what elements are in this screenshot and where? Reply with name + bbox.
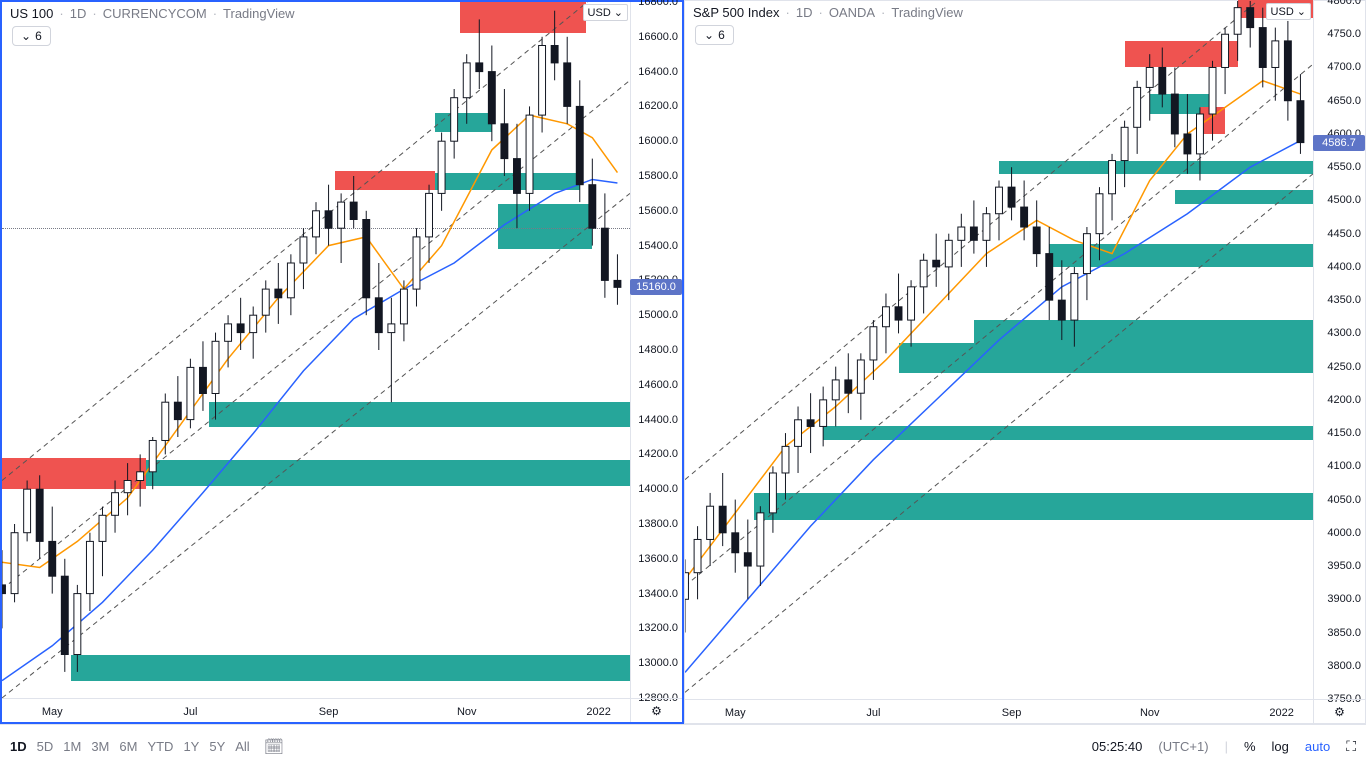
platform-label: TradingView — [891, 5, 963, 20]
timeframe-all[interactable]: All — [235, 739, 249, 754]
chevron-down-icon: ⌄ — [1297, 5, 1306, 18]
chart-title-left: US 100 · 1D · CURRENCYCOM · TradingView — [4, 4, 301, 23]
y-tick: 3800.0 — [1327, 660, 1361, 672]
auto-scale-toggle[interactable]: auto — [1305, 739, 1330, 754]
x-tick: 2022 — [586, 706, 610, 718]
timeframe-6m[interactable]: 6M — [119, 739, 137, 754]
chart-title-right: S&P 500 Index · 1D · OANDA · TradingView — [687, 3, 969, 22]
y-axis-right[interactable]: 3750.03800.03850.03900.03950.04000.04050… — [1313, 1, 1365, 699]
percent-toggle[interactable]: % — [1244, 739, 1256, 754]
timeframe-ytd[interactable]: YTD — [147, 739, 173, 754]
broker-label: OANDA — [829, 5, 875, 20]
gear-icon: ⚙ — [651, 704, 662, 718]
y-tick: 16600.0 — [638, 31, 678, 43]
last-price-tag: 15160.0 — [630, 279, 682, 295]
y-tick: 14400.0 — [638, 414, 678, 426]
y-tick: 16200.0 — [638, 100, 678, 112]
y-tick: 15600.0 — [638, 205, 678, 217]
timeframe-3m[interactable]: 3M — [91, 739, 109, 754]
chart-canvas-left[interactable] — [2, 2, 630, 698]
y-tick: 3850.0 — [1327, 627, 1361, 639]
chart-canvas-right[interactable] — [685, 1, 1313, 699]
y-axis-left[interactable]: 12800.013000.013200.013400.013600.013800… — [630, 2, 682, 698]
bottom-toolbar: 1D5D1M3M6MYTD1Y5YAll 🗓 05:25:40 (UTC+1) … — [0, 724, 1366, 768]
x-axis-right[interactable]: May Jul Sep Nov 2022 — [685, 699, 1313, 723]
broker-label: CURRENCYCOM — [103, 6, 207, 21]
x-tick: Sep — [319, 706, 339, 718]
currency-select[interactable]: USD ⌄ — [583, 4, 628, 21]
y-tick: 3900.0 — [1327, 593, 1361, 605]
y-tick: 15400.0 — [638, 240, 678, 252]
calendar-icon[interactable]: 🗓 — [264, 737, 284, 757]
timeframe-5d[interactable]: 5D — [37, 739, 54, 754]
timeframe-group: 1D 5D 1M 3M 6M YTD 1Y 5Y All — [10, 739, 250, 754]
timeframe-label: 1D — [70, 6, 87, 21]
y-tick: 4650.0 — [1327, 95, 1361, 107]
chart-settings-button[interactable]: ⚙ — [630, 698, 682, 722]
y-tick: 4050.0 — [1327, 494, 1361, 506]
y-tick: 4000.0 — [1327, 527, 1361, 539]
timeframe-5y[interactable]: 5Y — [209, 739, 225, 754]
chevron-down-icon: ⌄ — [614, 6, 623, 19]
y-tick: 15800.0 — [638, 170, 678, 182]
y-tick: 4550.0 — [1327, 161, 1361, 173]
right-chart-pane[interactable]: S&P 500 Index · 1D · OANDA · TradingView… — [684, 0, 1366, 724]
y-tick: 4450.0 — [1327, 228, 1361, 240]
gear-icon: ⚙ — [1334, 705, 1345, 719]
y-tick: 14800.0 — [638, 344, 678, 356]
timeframe-1m[interactable]: 1M — [63, 739, 81, 754]
x-tick: Nov — [457, 706, 477, 718]
platform-label: TradingView — [223, 6, 295, 21]
symbol-name: US 100 — [10, 6, 53, 21]
y-tick: 13800.0 — [638, 518, 678, 530]
y-tick: 13000.0 — [638, 657, 678, 669]
y-tick: 4700.0 — [1327, 61, 1361, 73]
timeframe-label: 1D — [796, 5, 813, 20]
y-tick: 3950.0 — [1327, 560, 1361, 572]
x-tick: May — [725, 707, 746, 719]
y-tick: 4250.0 — [1327, 361, 1361, 373]
chevron-down-icon: ⌄ — [21, 29, 31, 43]
timeframe-1d[interactable]: 1D — [10, 739, 27, 754]
last-price-tag: 4586.7 — [1313, 135, 1365, 151]
x-tick: Jul — [866, 707, 880, 719]
y-tick: 14600.0 — [638, 379, 678, 391]
x-tick: Jul — [183, 706, 197, 718]
clock-time: 05:25:40 — [1092, 739, 1143, 754]
y-tick: 14000.0 — [638, 483, 678, 495]
layout-dropdown[interactable]: ⌄ 6 — [695, 25, 734, 45]
y-tick: 4400.0 — [1327, 261, 1361, 273]
y-tick: 4150.0 — [1327, 427, 1361, 439]
y-tick: 4100.0 — [1327, 460, 1361, 472]
timeframe-1y[interactable]: 1Y — [183, 739, 199, 754]
y-tick: 4200.0 — [1327, 394, 1361, 406]
x-tick: Sep — [1002, 707, 1022, 719]
y-tick: 14200.0 — [638, 448, 678, 460]
y-tick: 13400.0 — [638, 588, 678, 600]
y-tick: 4350.0 — [1327, 294, 1361, 306]
layout-dropdown[interactable]: ⌄ 6 — [12, 26, 51, 46]
y-tick: 16400.0 — [638, 66, 678, 78]
y-tick: 13200.0 — [638, 622, 678, 634]
y-tick: 13600.0 — [638, 553, 678, 565]
y-tick: 15000.0 — [638, 309, 678, 321]
currency-select[interactable]: USD ⌄ — [1266, 3, 1311, 20]
y-tick: 4750.0 — [1327, 28, 1361, 40]
y-tick: 4300.0 — [1327, 327, 1361, 339]
fullscreen-icon[interactable]: ⛶ — [1346, 738, 1356, 755]
symbol-name: S&P 500 Index — [693, 5, 780, 20]
left-chart-pane[interactable]: US 100 · 1D · CURRENCYCOM · TradingView … — [0, 0, 684, 724]
y-tick: 4500.0 — [1327, 194, 1361, 206]
x-axis-left[interactable]: May Jul Sep Nov 2022 — [2, 698, 630, 722]
y-tick: 4800.0 — [1327, 0, 1361, 7]
chevron-down-icon: ⌄ — [704, 28, 714, 42]
y-tick: 16000.0 — [638, 135, 678, 147]
x-tick: May — [42, 706, 63, 718]
x-tick: Nov — [1140, 707, 1160, 719]
x-tick: 2022 — [1269, 707, 1293, 719]
y-tick: 16800.0 — [638, 0, 678, 8]
log-toggle[interactable]: log — [1272, 739, 1289, 754]
chart-settings-button[interactable]: ⚙ — [1313, 699, 1365, 723]
timezone-label[interactable]: (UTC+1) — [1158, 739, 1208, 754]
